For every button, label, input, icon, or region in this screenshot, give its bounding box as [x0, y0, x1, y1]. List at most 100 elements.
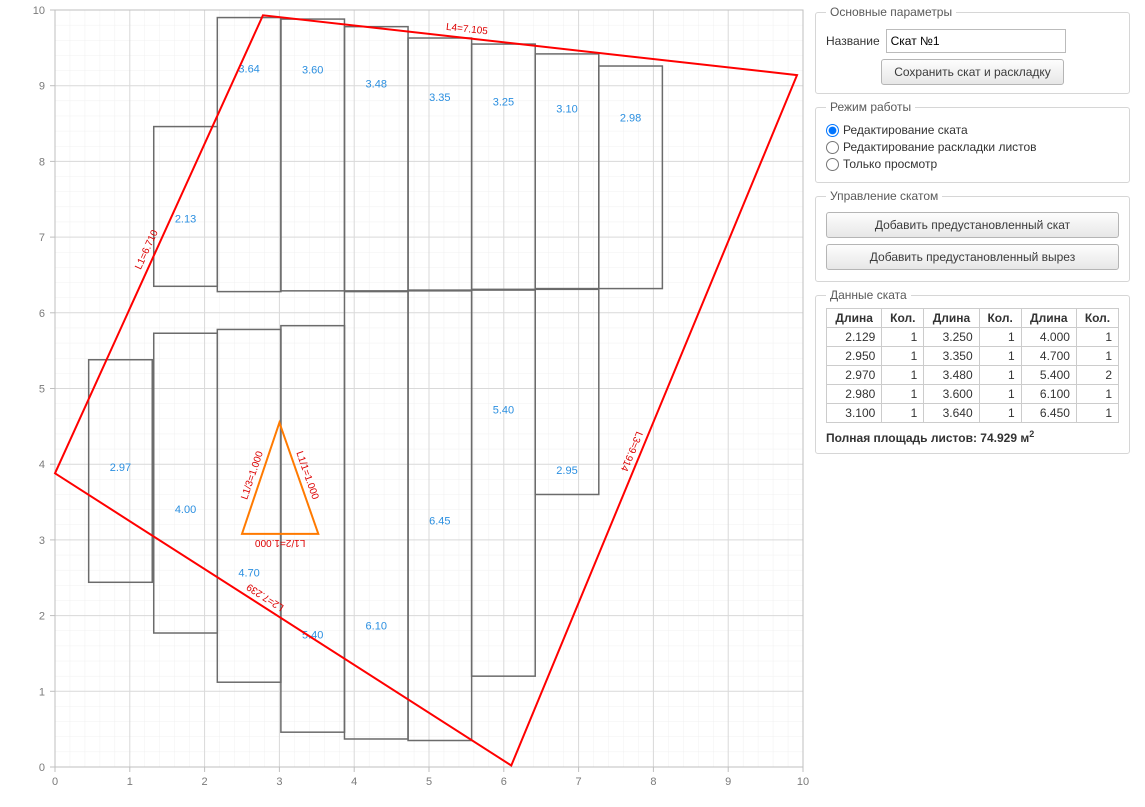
table-row: 2.97013.48015.4002	[827, 366, 1119, 385]
sheet-rect[interactable]	[281, 326, 345, 733]
table-cell: 2.950	[827, 347, 882, 366]
sheet-label: 3.25	[493, 96, 514, 108]
axis-tick-label: 0	[52, 776, 58, 788]
manage-legend: Управление скатом	[826, 189, 942, 203]
col-len-1: Длина	[924, 309, 979, 328]
table-cell: 1	[882, 404, 924, 423]
axis-tick-label: 1	[127, 776, 133, 788]
sheet-label: 5.40	[493, 405, 514, 417]
table-cell: 1	[882, 366, 924, 385]
sheet-label: 3.48	[366, 78, 387, 90]
table-row: 2.12913.25014.0001	[827, 328, 1119, 347]
total-area: Полная площадь листов: 74.929 м2	[826, 429, 1119, 445]
mode-option-2[interactable]	[826, 158, 839, 171]
mode-option-label-1: Редактирование раскладки листов	[843, 140, 1037, 154]
sheet-label: 3.10	[556, 104, 577, 116]
table-cell: 1	[1076, 347, 1118, 366]
sheet-rect[interactable]	[217, 329, 281, 682]
table-cell: 1	[979, 366, 1021, 385]
table-cell: 3.600	[924, 385, 979, 404]
col-qty-0: Кол.	[882, 309, 924, 328]
axis-tick-label: 6	[39, 308, 45, 320]
table-cell: 4.700	[1021, 347, 1076, 366]
sheet-label: 2.97	[110, 462, 131, 474]
name-label: Название	[826, 34, 880, 48]
sheet-label: 2.13	[175, 213, 196, 225]
sheet-rect[interactable]	[472, 290, 536, 676]
axis-tick-label: 9	[39, 81, 45, 93]
axis-tick-label: 2	[202, 776, 208, 788]
axis-tick-label: 10	[797, 776, 809, 788]
mode-option-label-2: Только просмотр	[843, 157, 937, 171]
sheet-data-table: ДлинаКол.ДлинаКол.ДлинаКол. 2.12913.2501…	[826, 308, 1119, 423]
col-len-0: Длина	[827, 309, 882, 328]
sheet-rect[interactable]	[599, 66, 663, 289]
sheet-label: 3.64	[238, 63, 259, 75]
sheet-label: 6.10	[366, 620, 387, 632]
sheet-rect[interactable]	[281, 19, 345, 291]
sheet-rect[interactable]	[154, 127, 218, 287]
save-button[interactable]: Сохранить скат и раскладку	[881, 59, 1064, 85]
table-cell: 1	[1076, 404, 1118, 423]
sheet-label: 4.00	[175, 504, 196, 516]
sheet-label: 2.98	[620, 113, 641, 125]
sheet-label: 3.35	[429, 92, 450, 104]
sheet-rect[interactable]	[408, 38, 472, 290]
main-params-legend: Основные параметры	[826, 5, 956, 19]
table-cell: 1	[979, 404, 1021, 423]
mode-option-1[interactable]	[826, 141, 839, 154]
sheet-rect[interactable]	[535, 289, 599, 494]
table-cell: 1	[882, 347, 924, 366]
mode-legend: Режим работы	[826, 100, 915, 114]
sheet-rect[interactable]	[154, 333, 218, 633]
table-row: 2.98013.60016.1001	[827, 385, 1119, 404]
axis-tick-label: 3	[276, 776, 282, 788]
axis-tick-label: 3	[39, 535, 45, 547]
sheet-rect[interactable]	[472, 44, 536, 289]
sheet-rect[interactable]	[344, 292, 408, 739]
add-preset-cutout-button[interactable]: Добавить предустановленный вырез	[826, 244, 1119, 270]
sheet-label: 6.45	[429, 516, 450, 528]
table-row: 3.10013.64016.4501	[827, 404, 1119, 423]
sheet-label: 5.40	[302, 630, 323, 642]
table-row: 2.95013.35014.7001	[827, 347, 1119, 366]
table-cell: 1	[979, 385, 1021, 404]
table-cell: 1	[979, 347, 1021, 366]
mode-option-label-0: Редактирование ската	[843, 123, 968, 137]
sheet-rect[interactable]	[344, 27, 408, 291]
add-preset-slope-button[interactable]: Добавить предустановленный скат	[826, 212, 1119, 238]
col-len-2: Длина	[1021, 309, 1076, 328]
axis-tick-label: 7	[576, 776, 582, 788]
axis-tick-label: 4	[351, 776, 357, 788]
sheet-rect[interactable]	[217, 18, 281, 292]
table-cell: 1	[882, 385, 924, 404]
axis-tick-label: 8	[39, 156, 45, 168]
table-cell: 1	[1076, 328, 1118, 347]
sheet-label: 2.95	[556, 465, 577, 477]
table-cell: 3.480	[924, 366, 979, 385]
table-cell: 2.980	[827, 385, 882, 404]
col-qty-1: Кол.	[979, 309, 1021, 328]
layout-chart[interactable]: 0123456789100123456789102.974.002.134.70…	[0, 0, 815, 807]
table-cell: 3.250	[924, 328, 979, 347]
table-cell: 2.970	[827, 366, 882, 385]
table-cell: 3.100	[827, 404, 882, 423]
axis-tick-label: 6	[501, 776, 507, 788]
mode-panel: Режим работы Редактирование ската Редакти…	[815, 100, 1130, 183]
mode-option-0[interactable]	[826, 124, 839, 137]
axis-tick-label: 10	[33, 5, 45, 17]
table-cell: 1	[1076, 385, 1118, 404]
sheet-rect[interactable]	[535, 54, 599, 289]
main-params-panel: Основные параметры Название Сохранить ск…	[815, 5, 1130, 94]
sheet-label: 3.60	[302, 64, 323, 76]
axis-tick-label: 7	[39, 232, 45, 244]
table-cell: 3.350	[924, 347, 979, 366]
axis-tick-label: 0	[39, 762, 45, 774]
table-cell: 1	[979, 328, 1021, 347]
edge-length-label: L1/2=1.000	[255, 537, 306, 548]
sheet-label: 4.70	[238, 567, 259, 579]
axis-tick-label: 2	[39, 611, 45, 623]
axis-tick-label: 1	[39, 686, 45, 698]
name-input[interactable]	[886, 29, 1066, 53]
data-legend: Данные ската	[826, 288, 911, 302]
